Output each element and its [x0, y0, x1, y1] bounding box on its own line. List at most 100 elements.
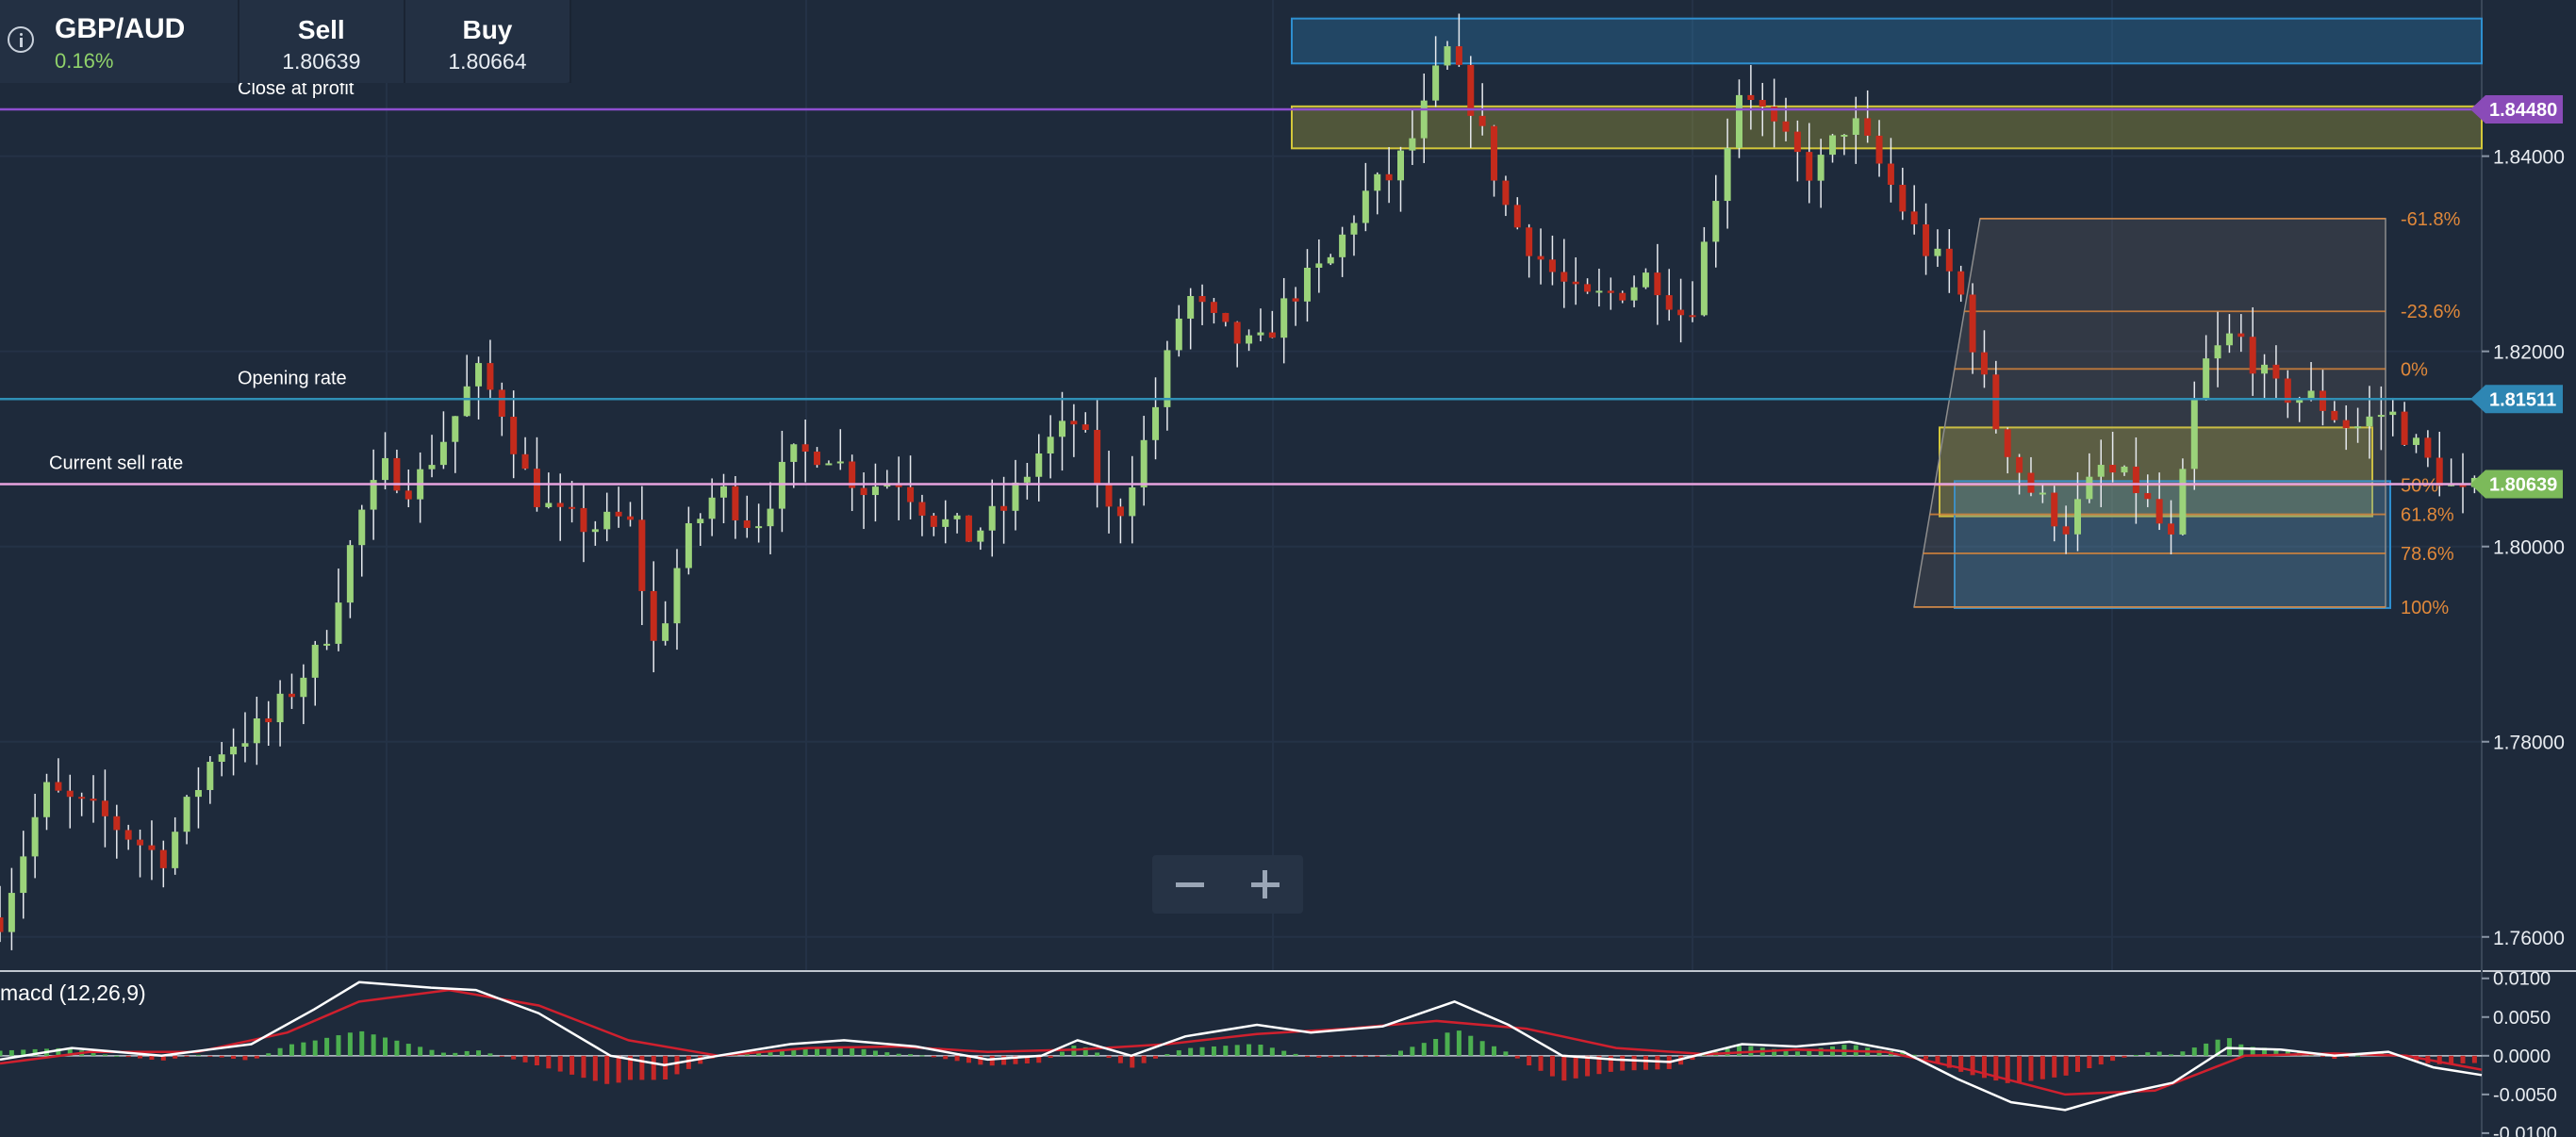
candle-body	[276, 693, 284, 723]
candle-body	[1000, 505, 1008, 511]
buy-button[interactable]: Buy 1.80664	[405, 0, 571, 83]
candle-body	[755, 526, 763, 529]
candle-body	[1595, 290, 1603, 293]
zoom-out-button[interactable]	[1152, 855, 1228, 914]
macd-hist-bar	[1153, 1055, 1159, 1059]
macd-hist-bar	[347, 1032, 353, 1056]
candle-body	[2424, 437, 2432, 458]
candle-body	[2389, 411, 2397, 416]
macd-hist-bar	[2215, 1039, 2221, 1056]
macd-hist-bar	[2028, 1055, 2034, 1081]
candle-body	[697, 519, 704, 523]
sell-button[interactable]: Sell 1.80639	[239, 0, 405, 83]
candle-body	[2342, 420, 2350, 429]
candle-body	[2039, 492, 2046, 495]
macd-hist-bar	[2332, 1055, 2337, 1060]
macd-hist-bar	[1479, 1041, 1485, 1056]
macd-hist-bar	[546, 1055, 552, 1069]
macd-hist-bar	[2156, 1051, 2162, 1056]
buy-label: Buy	[462, 15, 513, 44]
candle-body	[1478, 115, 1486, 126]
candle-body	[591, 529, 599, 533]
macd-hist-bar	[1958, 1055, 1964, 1072]
candle-body	[965, 515, 972, 542]
candle-body	[2436, 457, 2443, 486]
macd-hist-bar	[266, 1053, 272, 1056]
candle-body	[2027, 472, 2035, 493]
candle-body	[1793, 131, 1801, 153]
fibonacci-retracement[interactable]: -61.8% -23.6% 0% 50% 61.8% 78.6% 100%	[1913, 209, 2461, 618]
macd-hist-bar	[756, 1051, 762, 1056]
macd-hist-bar	[1351, 1055, 1357, 1057]
symbol-cell[interactable]: GBP/AUD 0.16%	[0, 0, 239, 83]
candle-body	[1619, 292, 1627, 301]
candle-body	[1444, 46, 1451, 66]
macd-hist-bar	[522, 1055, 528, 1063]
candle-body	[230, 746, 238, 755]
candle-body	[2307, 390, 2315, 399]
candle-body	[1059, 420, 1066, 437]
candle-body	[1899, 185, 1907, 212]
candle-body	[1957, 271, 1965, 295]
candle-body	[241, 743, 249, 747]
macd-hist-bar	[989, 1055, 995, 1066]
fib-level-label: 61.8%	[2401, 505, 2454, 526]
candle-body	[346, 545, 354, 603]
candle-body	[90, 799, 97, 801]
candle-body	[1630, 287, 1638, 301]
info-icon[interactable]	[8, 26, 34, 53]
candle-body	[1841, 134, 1848, 137]
candle-body	[101, 800, 108, 816]
macd-hist-bar	[1036, 1055, 1042, 1063]
price-lines[interactable]: Close at profit 1.84480 Opening rate 1.8151…	[0, 78, 2563, 499]
zoom-controls	[1152, 855, 1303, 914]
candle-body	[1735, 94, 1742, 148]
macd-hist-bar	[21, 1049, 26, 1056]
fib-level-label: -23.6%	[2401, 302, 2461, 322]
macd-y-tick-label: 0.0000	[2493, 1046, 2551, 1067]
candle-body	[1724, 147, 1731, 202]
candle-body	[2190, 399, 2198, 470]
candle-body	[977, 530, 984, 542]
macd-hist-bar	[1527, 1055, 1532, 1066]
macd-hist-bar	[56, 1047, 61, 1056]
macd-y-tick-label: 0.0050	[2493, 1008, 2551, 1029]
macd-hist-bar	[1794, 1051, 1800, 1056]
macd-hist-bar	[2238, 1044, 2244, 1056]
macd-hist-bar	[1561, 1055, 1567, 1081]
candle-body	[2016, 456, 2023, 473]
candle-body	[2062, 526, 2070, 535]
macd-hist-bar	[2273, 1048, 2279, 1056]
candle-body	[849, 461, 856, 488]
yellow-zone-right	[1939, 426, 2373, 518]
macd-hist-bar	[2017, 1055, 2023, 1083]
macd-hist-bar	[1573, 1055, 1578, 1079]
candle-body	[580, 507, 587, 533]
close-profit-label: Close at profit	[238, 78, 355, 99]
candle-body	[1175, 318, 1182, 351]
candle-body	[124, 830, 132, 840]
candle-body	[311, 644, 319, 678]
macd-hist-bar	[336, 1035, 341, 1056]
candle-body	[1852, 118, 1859, 135]
zoom-in-button[interactable]	[1228, 855, 1303, 914]
candle-body	[1198, 295, 1206, 303]
macd-hist-bar	[1433, 1039, 1439, 1056]
candle-body	[2214, 345, 2221, 359]
candle-body	[137, 839, 144, 846]
candle-body	[1140, 439, 1148, 487]
macd-hist-bar	[2355, 1055, 2361, 1057]
candle-body	[1047, 437, 1054, 453]
macd-signal-line	[0, 988, 2483, 1096]
candle-body	[1584, 284, 1592, 292]
macd-hist-bar	[1223, 1046, 1229, 1056]
macd-hist-bar	[1397, 1050, 1403, 1056]
macd-hist-bar	[511, 1055, 517, 1060]
macd-hist-bar	[1772, 1048, 1777, 1056]
macd-hist-bar	[440, 1052, 446, 1056]
macd-hist-bar	[254, 1055, 259, 1059]
candle-body	[43, 782, 51, 817]
macd-hist-bar	[277, 1047, 283, 1056]
candle-body	[1432, 65, 1440, 101]
